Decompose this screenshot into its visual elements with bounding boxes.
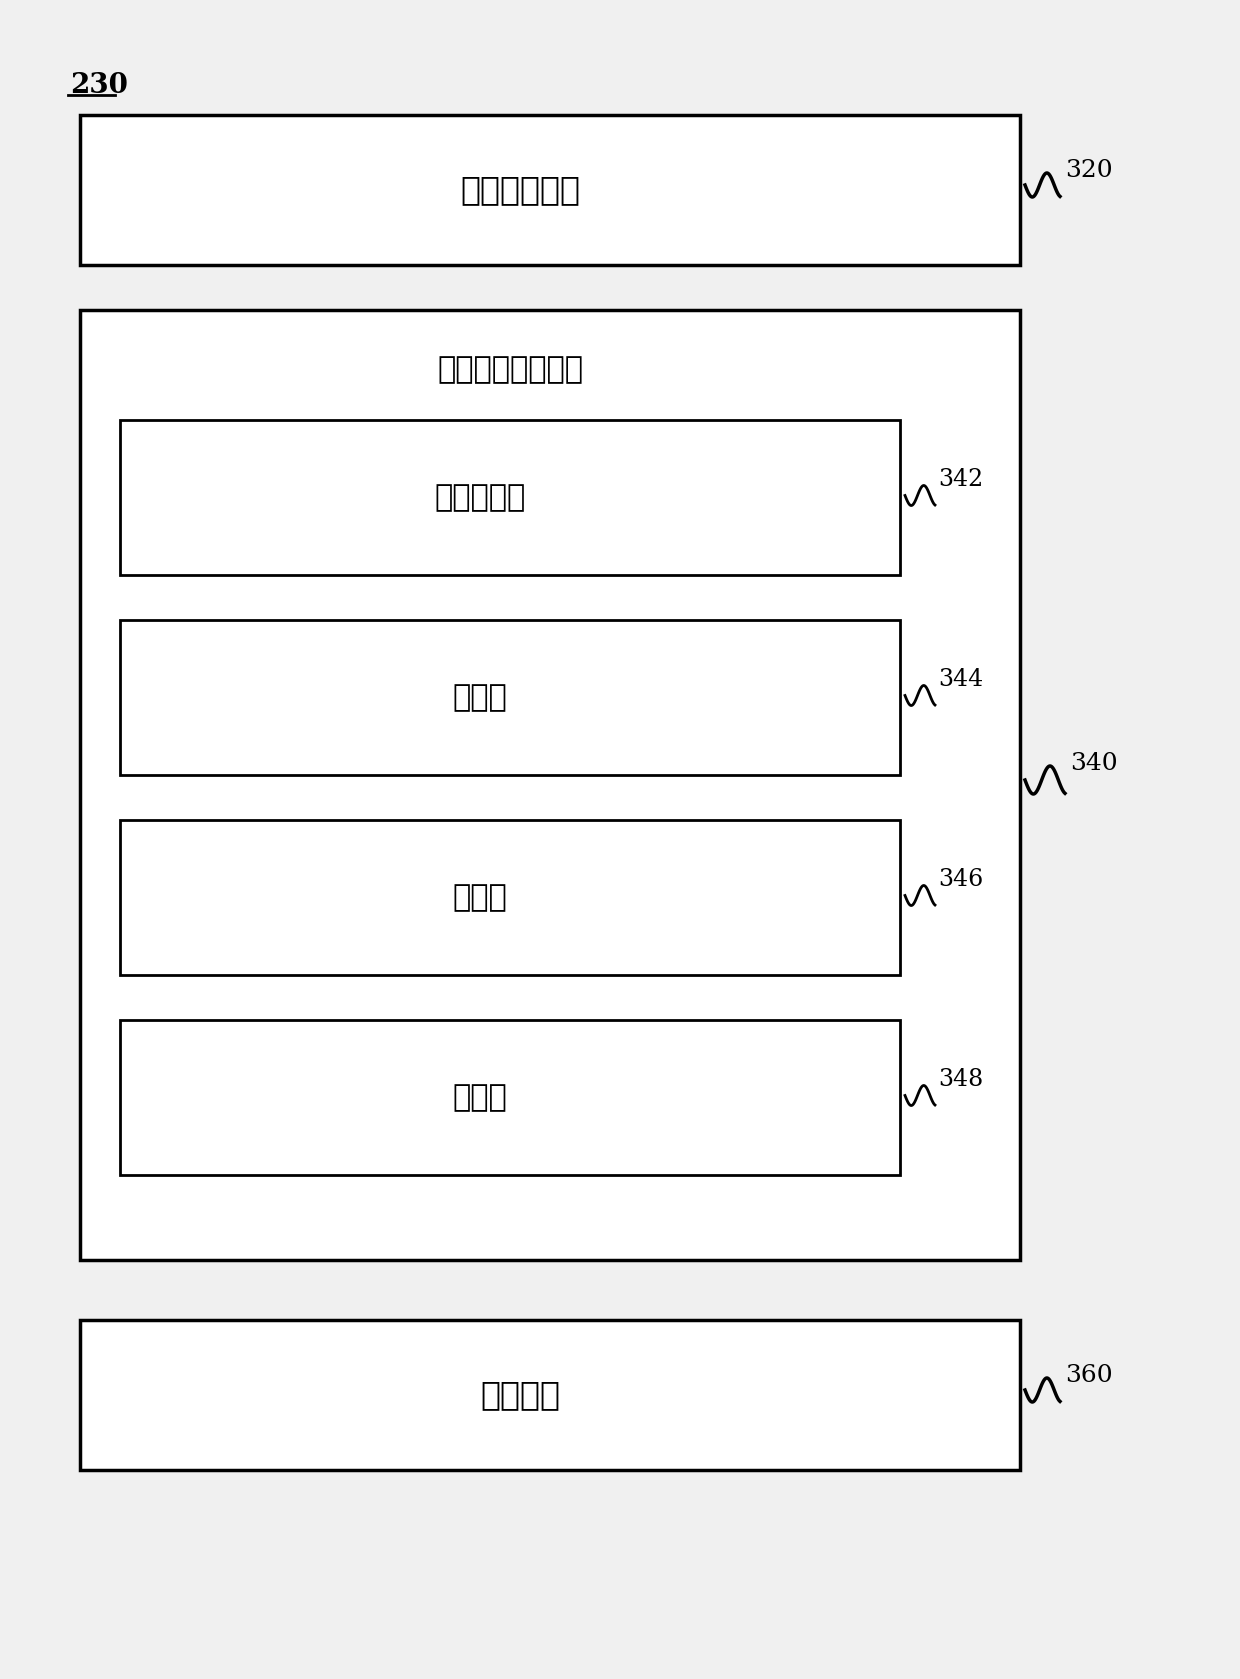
Text: 计算块: 计算块 bbox=[453, 883, 507, 912]
Text: 判断块: 判断块 bbox=[453, 1083, 507, 1111]
Text: 348: 348 bbox=[937, 1068, 983, 1091]
Text: 230: 230 bbox=[69, 72, 128, 99]
FancyBboxPatch shape bbox=[120, 1021, 900, 1175]
Text: 存储单元: 存储单元 bbox=[480, 1378, 560, 1412]
Text: 神经网络训练单元: 神经网络训练单元 bbox=[436, 356, 583, 384]
Text: 参数确定块: 参数确定块 bbox=[434, 484, 526, 512]
Text: 340: 340 bbox=[1070, 752, 1117, 774]
FancyBboxPatch shape bbox=[81, 114, 1021, 265]
Text: 346: 346 bbox=[937, 868, 983, 892]
FancyBboxPatch shape bbox=[81, 311, 1021, 1259]
FancyBboxPatch shape bbox=[120, 620, 900, 776]
Text: 320: 320 bbox=[1065, 158, 1112, 181]
Text: 344: 344 bbox=[937, 668, 983, 692]
Text: 342: 342 bbox=[937, 468, 983, 490]
FancyBboxPatch shape bbox=[81, 1320, 1021, 1471]
FancyBboxPatch shape bbox=[120, 420, 900, 574]
Text: 360: 360 bbox=[1065, 1363, 1112, 1387]
Text: 提取块: 提取块 bbox=[453, 683, 507, 712]
FancyBboxPatch shape bbox=[120, 819, 900, 975]
Text: 图像重建单元: 图像重建单元 bbox=[460, 173, 580, 207]
